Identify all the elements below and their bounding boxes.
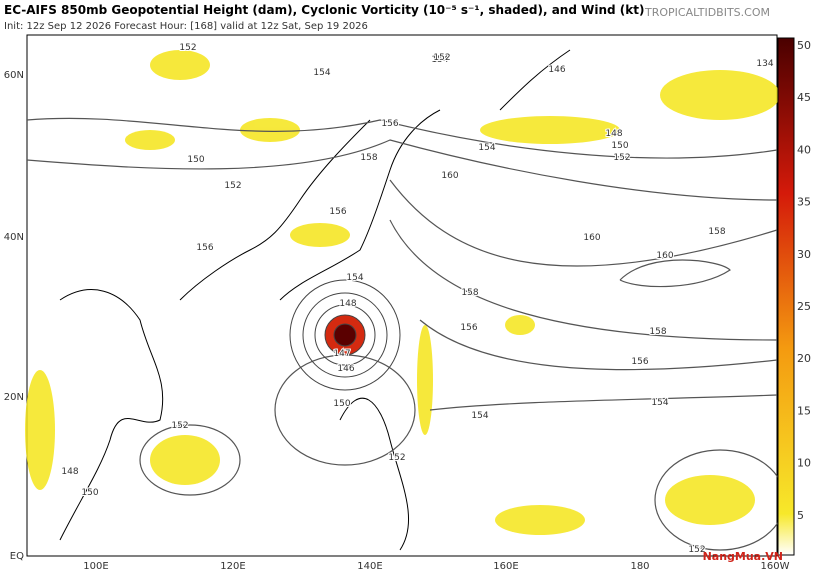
contour-label: 148	[339, 299, 356, 309]
axis-labels: 60N 40N 20N EQ 100E 120E 140E 160E 180 160W	[4, 70, 790, 572]
contour-label: 152	[388, 453, 405, 463]
contour-label: 154	[471, 411, 488, 421]
contour-label: 156	[196, 243, 213, 253]
contour-label: 152	[688, 545, 705, 555]
contour-label: 154	[651, 398, 668, 408]
colorbar-tick-label: 35	[797, 196, 811, 209]
colorbar-labels: 50 45 40 35 30 25 20 15 10 5	[797, 39, 811, 522]
contour-label: 152	[224, 181, 241, 191]
typhoon	[289, 279, 401, 391]
contour-label: 152	[433, 53, 450, 63]
coastlines	[59, 49, 571, 551]
lon-label: 120E	[220, 561, 245, 572]
contour-label: 152	[171, 421, 188, 431]
colorbar-tick-label: 20	[797, 352, 811, 365]
contour-label: 158	[461, 288, 478, 298]
lon-label: 100E	[83, 561, 108, 572]
contour-label: 150	[333, 399, 350, 409]
lon-label: 180	[630, 561, 649, 572]
contour-label: 150	[187, 155, 204, 165]
colorbar-tick-label: 15	[797, 404, 811, 417]
contour-label: 156	[381, 119, 398, 129]
contour-label: 158	[649, 327, 666, 337]
contour-label: 160	[441, 171, 458, 181]
contour-label: 148	[605, 129, 622, 139]
colorbar-tick-label: 30	[797, 248, 811, 261]
contour-label: 134	[756, 59, 773, 69]
contour-label: 152	[613, 153, 630, 163]
site-name: TROPICALTIDBITS.COM	[644, 6, 770, 19]
height-contours	[26, 117, 786, 551]
contour-label: 147	[333, 349, 350, 359]
contour-label: 150	[611, 141, 628, 151]
lat-label: EQ	[10, 551, 24, 562]
lon-label: 160W	[761, 561, 790, 572]
contour-label: 154	[346, 273, 363, 283]
lat-label: 60N	[4, 70, 24, 81]
colorbar-tick-label: 45	[797, 91, 811, 104]
contour-label: 152	[179, 43, 196, 53]
contour-label: 156	[631, 357, 648, 367]
contour-label: 160	[656, 251, 673, 261]
lon-label: 140E	[357, 561, 382, 572]
contour-label: 154	[431, 55, 448, 65]
contour-labels: 1521541541501521561541581561521541561481…	[60, 42, 774, 556]
contour-label: 160	[583, 233, 600, 243]
contour-label: 156	[329, 207, 346, 217]
contour-label: 146	[337, 364, 354, 374]
colorbar	[777, 37, 795, 556]
lon-label: 160E	[493, 561, 518, 572]
colorbar-tick-label: 50	[797, 39, 811, 52]
title: EC-AIFS 850mb Geopotential Height (dam),…	[4, 3, 644, 17]
colorbar-tick-label: 25	[797, 300, 811, 313]
contour-label: 146	[548, 65, 565, 75]
contour-label: 158	[708, 227, 725, 237]
lat-label: 20N	[4, 392, 24, 403]
map-frame	[26, 34, 778, 557]
lat-label: 40N	[4, 232, 24, 243]
contour-label: 156	[460, 323, 477, 333]
vorticity-shading	[25, 50, 780, 535]
colorbar-tick-label: 10	[797, 457, 811, 470]
contour-label: 148	[61, 467, 78, 477]
contour-label: 154	[313, 68, 330, 78]
subtitle: Init: 12z Sep 12 2026 Forecast Hour: [16…	[4, 21, 368, 32]
colorbar-tick-label: 40	[797, 143, 811, 156]
contour-label: 154	[478, 143, 495, 153]
contour-label: 150	[81, 488, 98, 498]
colorbar-tick-label: 5	[797, 509, 804, 522]
watermark: NangMua.VN	[703, 550, 783, 563]
contour-label: 158	[360, 153, 377, 163]
